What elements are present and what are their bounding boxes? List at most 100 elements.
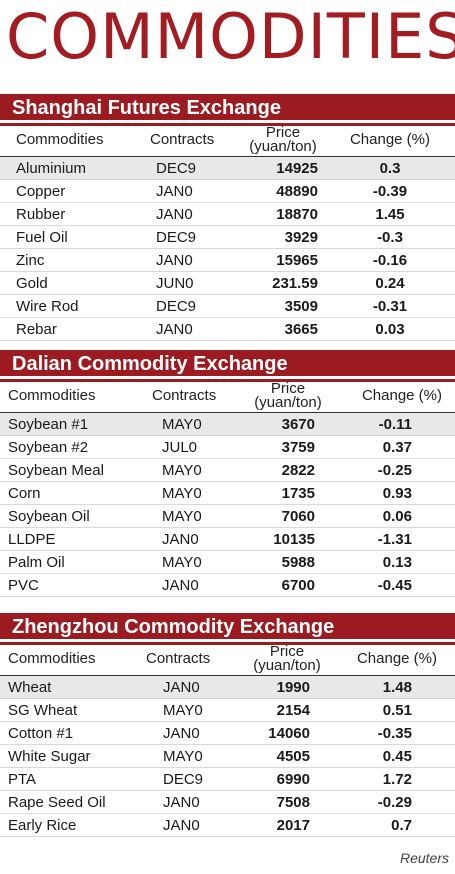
commodity-name: Soybean #2: [8, 439, 89, 456]
contract-code: JAN0: [163, 817, 200, 834]
commodity-name: Gold: [16, 275, 48, 292]
price-value: 48890: [276, 183, 318, 200]
commodity-name: Rebar: [16, 321, 57, 338]
commodity-name: Rape Seed Oil: [8, 794, 106, 811]
change-value: 0.24: [375, 275, 405, 292]
header-commodities: Commodities: [16, 131, 104, 148]
commodity-name: PTA: [8, 771, 37, 788]
header-contracts: Contracts: [152, 387, 217, 404]
commodity-name: PVC: [8, 577, 39, 594]
table-row: Aluminium DEC9 14925 0.3: [0, 157, 455, 180]
table-row: Gold JUN0 231.59 0.24: [0, 272, 455, 295]
change-value: 0.37: [382, 439, 412, 456]
table-row: SG Wheat MAY0 2154 0.51: [0, 699, 455, 722]
table-row: Soybean #2 JUL0 3759 0.37: [0, 436, 455, 459]
change-value: -0.35: [377, 725, 412, 742]
price-value: 14060: [268, 725, 310, 742]
change-value: 0.93: [382, 485, 412, 502]
change-value: 1.72: [382, 771, 412, 788]
table-row: Soybean #1 MAY0 3670 -0.11: [0, 413, 455, 436]
price-value: 3665: [284, 321, 318, 338]
header-price-line1: Price: [270, 380, 306, 397]
header-price: Price (yuan/ton): [248, 125, 318, 155]
table-row: Copper JAN0 48890 -0.39: [0, 180, 455, 203]
contract-code: JUN0: [156, 275, 194, 292]
contract-code: DEC9: [163, 771, 204, 788]
header-contracts: Contracts: [150, 131, 215, 148]
header-change: Change (%): [356, 650, 438, 667]
section-table: Commodities Contracts Price (yuan/ton) Chang…: [0, 379, 455, 597]
contract-code: JAN0: [163, 725, 200, 742]
contract-code: JAN0: [156, 206, 193, 223]
change-value: -0.25: [377, 462, 412, 479]
source-credit: Reuters: [399, 850, 449, 866]
contract-code: MAY0: [162, 416, 202, 433]
table-row: Wheat JAN0 1990 1.48: [0, 676, 455, 699]
commodity-name: Fuel Oil: [16, 229, 68, 246]
contract-code: JAN0: [156, 321, 193, 338]
price-value: 5988: [281, 554, 315, 571]
contract-code: JAN0: [163, 794, 200, 811]
commodity-name: Early Rice: [8, 817, 77, 834]
commodity-name: Soybean Oil: [8, 508, 90, 525]
change-value: -0.11: [378, 416, 412, 433]
table-row: Wire Rod DEC9 3509 -0.31: [0, 295, 455, 318]
header-price: Price (yuan/ton): [253, 380, 323, 410]
commodity-name: Corn: [8, 485, 41, 502]
price-value: 3929: [284, 229, 318, 246]
contract-code: JAN0: [162, 577, 199, 594]
commodity-name: Soybean #1: [8, 416, 89, 433]
header-commodities: Commodities: [8, 650, 96, 667]
contract-code: JAN0: [156, 252, 193, 269]
price-value: 2822: [281, 462, 315, 479]
section-header: Shanghai Futures Exchange: [0, 94, 455, 123]
contract-code: JAN0: [156, 183, 193, 200]
price-value: 4505: [276, 748, 310, 765]
commodity-name: LLDPE: [8, 531, 56, 548]
header-price: Price (yuan/ton): [252, 643, 322, 673]
change-value: -0.45: [377, 577, 412, 594]
header-change: Change (%): [349, 131, 431, 148]
change-value: 0.3: [379, 160, 401, 177]
contract-code: JAN0: [162, 531, 199, 548]
change-value: 0.7: [391, 817, 412, 834]
contract-code: DEC9: [156, 229, 197, 246]
price-value: 10135: [273, 531, 315, 548]
commodity-name: Palm Oil: [8, 554, 65, 571]
table-row: Rubber JAN0 18870 1.45: [0, 203, 455, 226]
header-price-line2: (yuan/ton): [249, 138, 317, 155]
section-table: Commodities Contracts Price (yuan/ton) Chang…: [0, 123, 455, 341]
price-value: 7060: [281, 508, 315, 525]
contract-code: DEC9: [156, 298, 197, 315]
header-contracts: Contracts: [146, 650, 211, 667]
price-value: 3509: [284, 298, 318, 315]
commodity-name: White Sugar: [8, 748, 91, 765]
table-row: Early Rice JAN0 2017 0.7: [0, 814, 455, 837]
contract-code: MAY0: [162, 508, 202, 525]
commodity-name: Cotton #1: [8, 725, 74, 742]
table-row: PVC JAN0 6700 -0.45: [0, 574, 455, 597]
price-value: 1990: [276, 679, 310, 696]
contract-code: MAY0: [163, 748, 203, 765]
change-value: -1.31: [377, 531, 412, 548]
header-change: Change (%): [361, 387, 443, 404]
table-header-row: Commodities Contracts Price (yuan/ton) Chang…: [0, 379, 455, 413]
price-value: 6990: [276, 771, 310, 788]
table-row: Cotton #1 JAN0 14060 -0.35: [0, 722, 455, 745]
contract-code: JUL0: [162, 439, 198, 456]
table-row: Rebar JAN0 3665 0.03: [0, 318, 455, 341]
table-row: White Sugar MAY0 4505 0.45: [0, 745, 455, 768]
contract-code: MAY0: [163, 702, 203, 719]
shanghai-section: Shanghai Futures Exchange Commodities Con…: [0, 94, 455, 341]
change-value: -0.29: [377, 794, 412, 811]
price-value: 18870: [276, 206, 318, 223]
header-commodities: Commodities: [8, 387, 96, 404]
table-row: Soybean Oil MAY0 7060 0.06: [0, 505, 455, 528]
zhengzhou-section: Zhengzhou Commodity Exchange Commodities…: [0, 613, 455, 837]
table-row: PTA DEC9 6990 1.72: [0, 768, 455, 791]
price-value: 6700: [281, 577, 315, 594]
commodity-name: Wire Rod: [16, 298, 79, 315]
change-value: 0.13: [382, 554, 412, 571]
change-value: -0.3: [377, 229, 403, 246]
header-price-line1: Price: [269, 643, 305, 660]
